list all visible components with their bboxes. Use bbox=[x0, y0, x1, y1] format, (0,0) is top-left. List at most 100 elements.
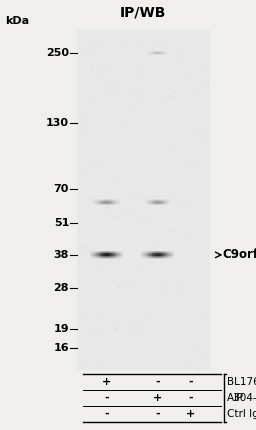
Point bbox=[136, 215, 140, 222]
Point bbox=[81, 364, 85, 371]
Point bbox=[144, 210, 148, 217]
Point bbox=[131, 221, 135, 228]
Point bbox=[168, 144, 172, 151]
Point bbox=[82, 116, 86, 123]
Point bbox=[102, 225, 106, 232]
Point bbox=[198, 129, 202, 136]
Point bbox=[111, 214, 115, 221]
Point bbox=[114, 324, 118, 331]
Point bbox=[100, 201, 104, 208]
Point bbox=[78, 188, 82, 195]
Point bbox=[169, 345, 173, 352]
Point bbox=[198, 182, 202, 189]
Point bbox=[200, 207, 204, 214]
Point bbox=[99, 95, 103, 101]
Point bbox=[104, 175, 108, 182]
Point bbox=[138, 331, 142, 338]
Point bbox=[187, 223, 191, 230]
Point bbox=[97, 225, 101, 232]
Point bbox=[106, 93, 111, 100]
Text: 70: 70 bbox=[54, 184, 69, 194]
Point bbox=[95, 147, 100, 154]
Point bbox=[128, 83, 132, 90]
Point bbox=[131, 210, 135, 217]
Point bbox=[178, 52, 182, 59]
Point bbox=[85, 310, 89, 317]
Point bbox=[112, 249, 116, 256]
Point bbox=[183, 234, 187, 241]
Point bbox=[128, 218, 132, 225]
Point bbox=[168, 92, 172, 99]
Point bbox=[129, 313, 133, 320]
Point bbox=[135, 246, 139, 253]
Point bbox=[146, 259, 150, 266]
Point bbox=[184, 74, 188, 81]
Point bbox=[86, 50, 90, 57]
Point bbox=[76, 84, 80, 91]
Point bbox=[171, 191, 175, 198]
Point bbox=[85, 287, 89, 294]
Point bbox=[140, 69, 144, 76]
Point bbox=[164, 150, 168, 157]
Point bbox=[121, 37, 125, 44]
Point bbox=[119, 346, 123, 353]
Point bbox=[199, 105, 203, 112]
Point bbox=[181, 244, 185, 251]
Point bbox=[163, 96, 167, 103]
Point bbox=[200, 323, 204, 330]
Text: 250: 250 bbox=[46, 48, 69, 58]
Point bbox=[135, 261, 139, 268]
Point bbox=[114, 115, 118, 122]
Point bbox=[187, 322, 191, 329]
Point bbox=[163, 233, 167, 240]
Point bbox=[195, 87, 199, 94]
Point bbox=[178, 279, 183, 286]
Point bbox=[123, 69, 127, 76]
Text: IP: IP bbox=[234, 393, 244, 403]
Point bbox=[80, 258, 84, 265]
Point bbox=[134, 76, 138, 83]
Point bbox=[185, 363, 189, 370]
Text: Ctrl IgG: Ctrl IgG bbox=[227, 409, 256, 419]
Text: BL17619: BL17619 bbox=[227, 377, 256, 387]
Point bbox=[173, 357, 177, 364]
Point bbox=[163, 318, 167, 325]
Point bbox=[96, 265, 100, 272]
Point bbox=[106, 39, 110, 46]
Text: C9orf78: C9orf78 bbox=[223, 249, 256, 261]
Point bbox=[169, 81, 174, 88]
Point bbox=[151, 241, 155, 248]
Point bbox=[122, 210, 126, 217]
Point bbox=[79, 241, 83, 248]
Point bbox=[83, 349, 87, 356]
Point bbox=[84, 245, 88, 252]
Point bbox=[192, 327, 196, 334]
Point bbox=[144, 278, 148, 285]
Point bbox=[146, 196, 151, 203]
Point bbox=[90, 190, 94, 197]
Point bbox=[158, 284, 163, 291]
Point bbox=[152, 54, 156, 61]
Text: -: - bbox=[104, 393, 109, 403]
Point bbox=[194, 188, 198, 195]
Text: -: - bbox=[155, 377, 160, 387]
Point bbox=[161, 261, 165, 268]
Point bbox=[97, 361, 101, 368]
Point bbox=[106, 141, 111, 147]
Point bbox=[109, 286, 113, 293]
Point bbox=[97, 68, 101, 75]
Text: -: - bbox=[188, 393, 193, 403]
Text: +: + bbox=[186, 409, 195, 419]
Point bbox=[135, 190, 139, 197]
Point bbox=[93, 329, 97, 336]
Point bbox=[172, 87, 176, 94]
Point bbox=[183, 331, 187, 338]
Point bbox=[170, 226, 175, 233]
Point bbox=[91, 195, 95, 202]
Point bbox=[178, 178, 183, 184]
Point bbox=[136, 347, 141, 354]
Point bbox=[109, 250, 113, 257]
Point bbox=[148, 310, 152, 317]
Point bbox=[142, 218, 146, 225]
Point bbox=[128, 102, 132, 109]
